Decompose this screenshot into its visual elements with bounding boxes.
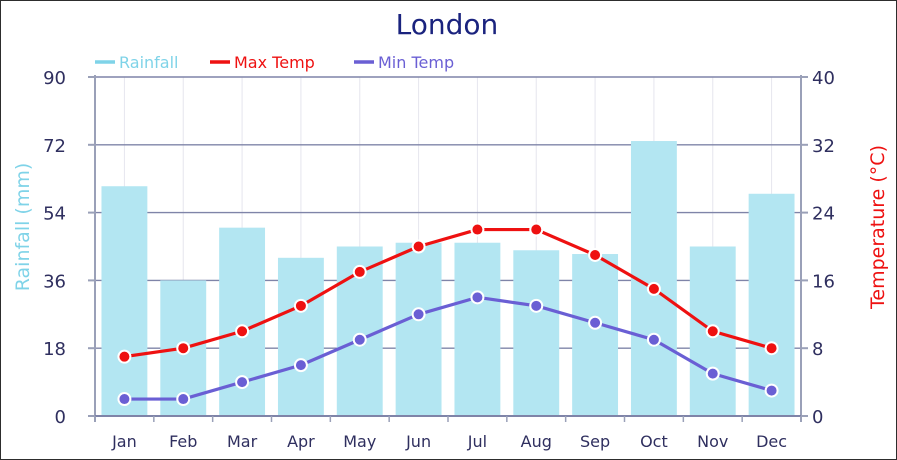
legend-label: Min Temp: [378, 53, 454, 72]
x-tick-label: Dec: [756, 432, 787, 451]
left-tick-label: 0: [55, 407, 66, 428]
rainfall-bar: [572, 254, 619, 416]
x-tick-label: Nov: [697, 432, 728, 451]
data-point: [235, 375, 250, 390]
rainfall-bar: [513, 250, 560, 416]
data-point: [705, 324, 720, 339]
x-tick-labels: Jan Feb Mar Apr May Jun Jul Aug Sep Oct Nov Dec: [111, 432, 787, 451]
rainfall-bar: [454, 242, 501, 416]
x-tick-label: Sep: [580, 432, 610, 451]
x-tick-label: Apr: [287, 432, 315, 451]
data-point: [117, 392, 132, 407]
data-point: [176, 392, 191, 407]
right-tick-label: 32: [812, 136, 835, 157]
data-point: [293, 298, 308, 313]
data-point: [529, 222, 544, 237]
data-point: [470, 222, 485, 237]
left-tick-labels: 0 18 36 54 72 90: [43, 68, 66, 428]
data-point: [764, 383, 779, 398]
x-tick-label: Jan: [111, 432, 137, 451]
right-tick-label: 8: [812, 339, 823, 360]
left-axis-label: Rainfall (mm): [12, 163, 34, 292]
legend[interactable]: Rainfall Max Temp Min Temp: [95, 53, 454, 72]
data-point: [529, 298, 544, 313]
rainfall-bar: [748, 193, 795, 416]
left-tick-label: 36: [43, 271, 66, 292]
data-point: [235, 324, 250, 339]
legend-label: Rainfall: [119, 53, 178, 72]
x-tick-label: Mar: [227, 432, 258, 451]
left-tick-label: 54: [43, 204, 66, 225]
data-point: [411, 239, 426, 254]
right-tick-label: 40: [812, 68, 835, 89]
data-point: [646, 332, 661, 347]
axes: [88, 75, 808, 422]
x-tick-label: Aug: [521, 432, 552, 451]
data-point: [352, 264, 367, 279]
data-point: [411, 307, 426, 322]
legend-label: Max Temp: [234, 53, 315, 72]
x-tick-label: Jun: [405, 432, 431, 451]
series-line-min-temp: [124, 295, 773, 401]
right-tick-label: 24: [812, 204, 835, 225]
right-tick-labels: 0 8 16 24 32 40: [812, 68, 835, 428]
x-tick-label: May: [343, 432, 376, 451]
x-tick-label: Jul: [467, 432, 487, 451]
left-tick-label: 18: [43, 339, 66, 360]
temperature-lines: [117, 222, 779, 407]
data-point: [470, 290, 485, 305]
data-point: [646, 281, 661, 296]
left-tick-label: 90: [43, 68, 66, 89]
left-tick-label: 72: [43, 136, 66, 157]
chart-title: London: [396, 8, 499, 41]
rainfall-bar: [395, 242, 442, 416]
data-point: [705, 366, 720, 381]
data-point: [352, 332, 367, 347]
data-point: [588, 247, 603, 262]
rainfall-bar: [277, 257, 324, 416]
right-axis-label: Temperature (°C): [867, 145, 889, 310]
data-point: [117, 349, 132, 364]
rainfall-bar: [101, 186, 148, 416]
data-point: [293, 358, 308, 373]
data-point: [588, 315, 603, 330]
data-point: [176, 341, 191, 356]
data-point: [764, 341, 779, 356]
series-line-max-temp: [124, 227, 773, 359]
x-tick-label: Oct: [640, 432, 668, 451]
x-tick-label: Feb: [169, 432, 197, 451]
right-tick-label: 0: [812, 407, 823, 428]
rainfall-bars: [101, 141, 795, 417]
right-tick-label: 16: [812, 271, 835, 292]
